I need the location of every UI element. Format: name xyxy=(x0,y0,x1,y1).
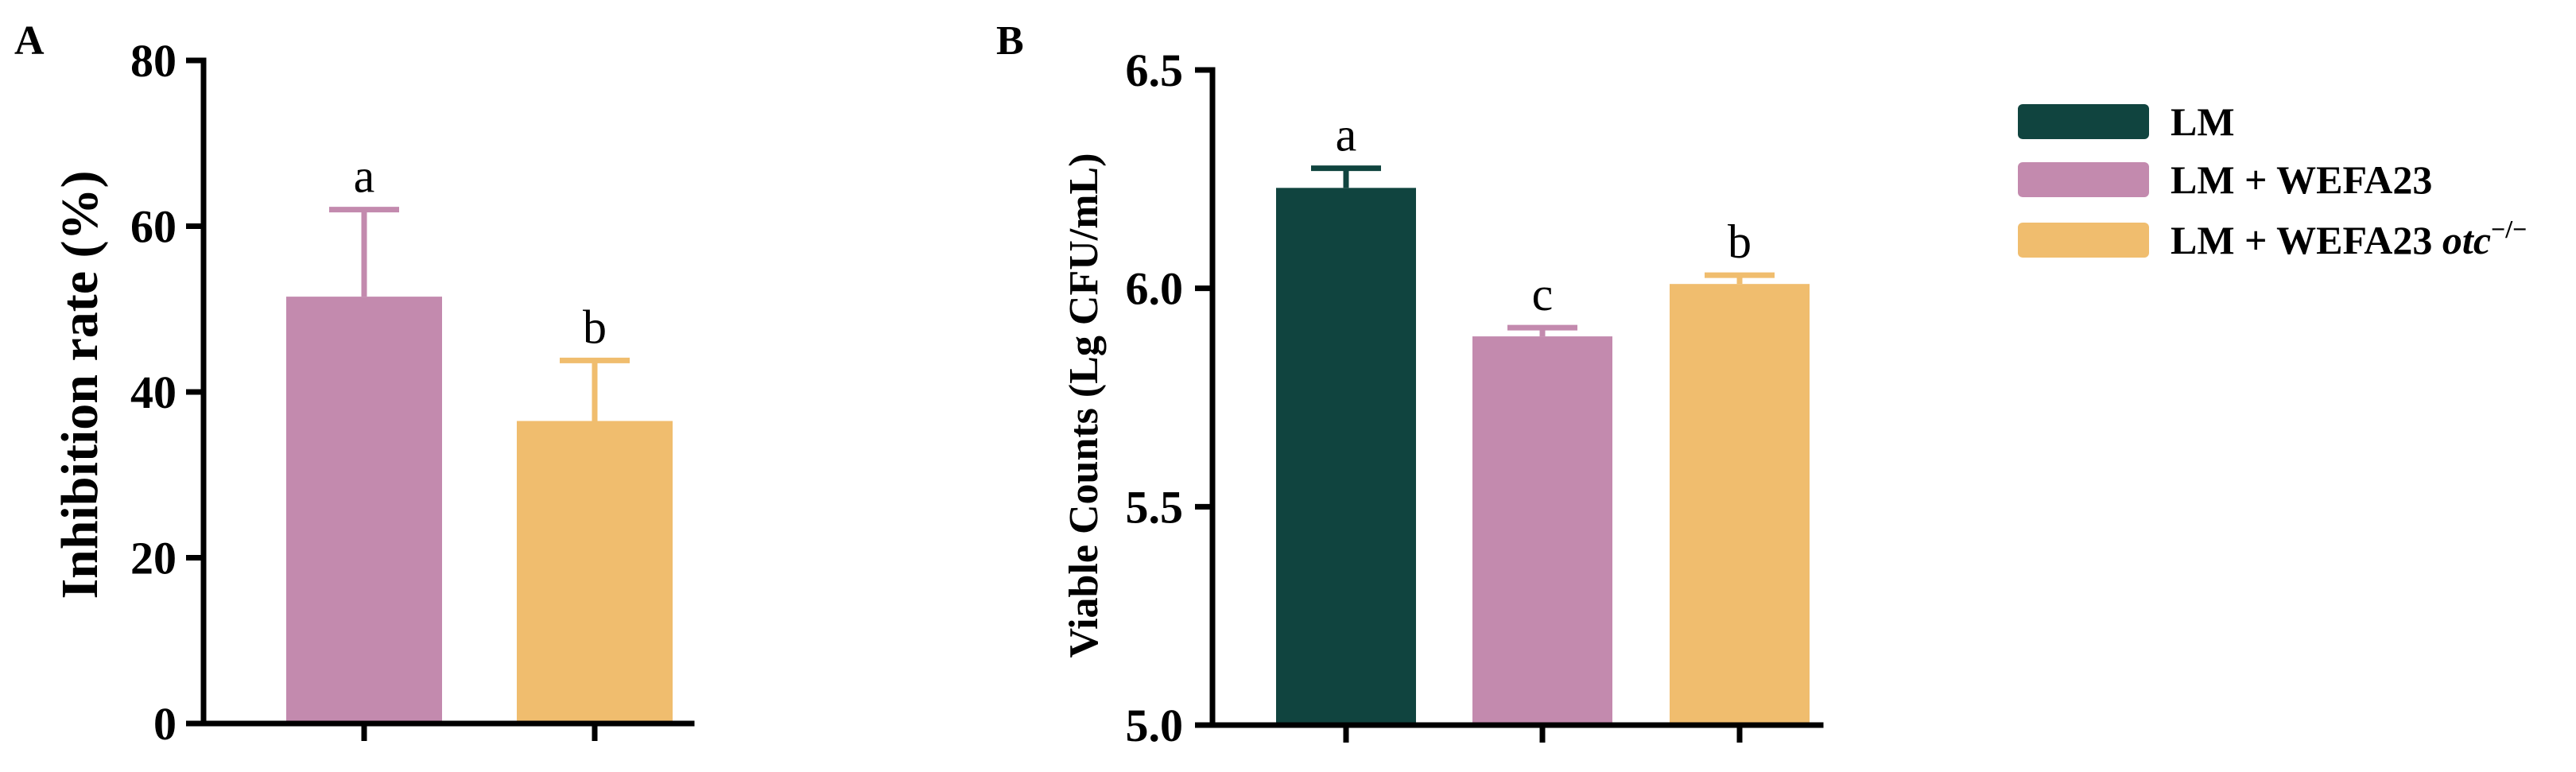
bar xyxy=(1276,188,1416,725)
panel-b-y-ticks: 5.0 5.5 6.0 6.5 xyxy=(1126,45,1212,751)
y-tick-label: 40 xyxy=(130,367,177,418)
y-tick-label: 60 xyxy=(130,201,177,253)
significance-letter: b xyxy=(1728,215,1752,268)
bar xyxy=(1670,284,1810,725)
panel-a-label: A xyxy=(14,18,45,64)
panel-b-label: B xyxy=(996,18,1024,64)
y-tick-label: 5.5 xyxy=(1126,481,1184,533)
significance-letter: b xyxy=(583,301,607,353)
bar xyxy=(517,421,673,724)
y-tick-label: 5.0 xyxy=(1126,700,1184,751)
legend-label-lm-wefa23: LM + WEFA23 xyxy=(2171,157,2432,202)
panel-a-bars: ab xyxy=(286,150,673,724)
bar xyxy=(286,297,442,724)
legend-item-lm: LM xyxy=(2018,99,2235,144)
panel-b-y-axis-title: Viable Counts (Lg CFU/mL) xyxy=(1061,153,1107,658)
panel-a-y-ticks: 0 20 40 60 80 xyxy=(130,35,204,750)
y-tick-label: 6.5 xyxy=(1126,45,1184,96)
y-tick-label: 0 xyxy=(153,698,177,750)
significance-letter: a xyxy=(1336,109,1357,161)
y-tick-label: 6.0 xyxy=(1126,263,1184,315)
legend-swatch-lm xyxy=(2018,104,2149,139)
panel-b: B Viable Counts (Lg CFU/mL) 5.0 5.5 6.0 6.5… xyxy=(996,18,1824,751)
legend-item-lm-wefa23-otc: LM + WEFA23 otc−/− xyxy=(2018,215,2527,262)
legend-label-italic: otc xyxy=(2442,218,2491,262)
bar xyxy=(1472,336,1612,725)
legend: LM LM + WEFA23 LM + WEFA23 otc−/− xyxy=(2018,99,2527,262)
legend-label-base: LM + WEFA23 xyxy=(2171,218,2442,262)
legend-label-lm: LM xyxy=(2171,99,2235,144)
legend-swatch-lm-wefa23-otc xyxy=(2018,223,2149,258)
panel-a-y-axis-title: Inhibition rate (%) xyxy=(51,170,109,599)
y-tick-label: 80 xyxy=(130,35,177,87)
panel-b-bars: a c b xyxy=(1276,109,1810,725)
significance-letter: c xyxy=(1532,268,1554,320)
significance-letter: a xyxy=(354,150,375,203)
legend-item-lm-wefa23: LM + WEFA23 xyxy=(2018,157,2432,202)
legend-label-lm-wefa23-otc: LM + WEFA23 otc−/− xyxy=(2171,215,2527,262)
legend-swatch-lm-wefa23 xyxy=(2018,162,2149,197)
y-tick-label: 20 xyxy=(130,533,177,584)
legend-label-superscript: −/− xyxy=(2491,215,2527,243)
